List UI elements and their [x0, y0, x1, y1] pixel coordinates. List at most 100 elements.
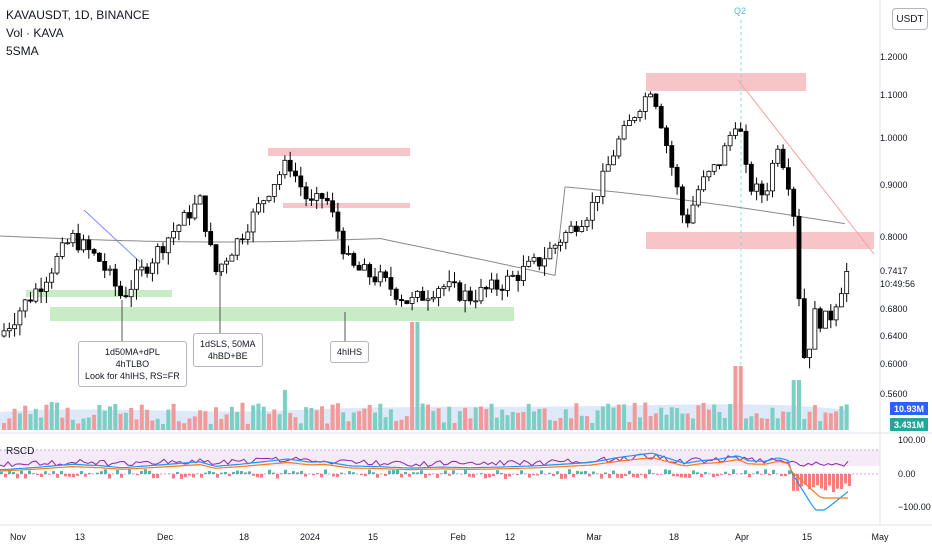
candle-body [65, 242, 70, 245]
quote-currency-button[interactable]: USDT [892, 8, 928, 30]
symbol-title[interactable]: KAVAUSDT, 1D, BINANCE [6, 8, 150, 22]
candle-body [282, 159, 288, 176]
rscd-band [0, 450, 880, 466]
rscd-histogram-bar [304, 474, 307, 477]
candle-body [404, 300, 410, 304]
rscd-histogram-bar [448, 474, 451, 476]
rscd-histogram-bar [280, 473, 283, 474]
volume-bar [844, 404, 849, 430]
time-axis-label: 12 [504, 532, 516, 542]
rscd-histogram-bar [688, 474, 691, 478]
volume-bar [516, 412, 521, 430]
rscd-histogram-bar [740, 473, 743, 474]
rscd-histogram-bar [412, 472, 415, 474]
rscd-histogram-bar [148, 470, 151, 474]
rscd-histogram-bar [716, 474, 719, 476]
candle-body [118, 285, 123, 296]
rscd-histogram-bar [116, 469, 119, 474]
rscd-histogram-bar [620, 474, 623, 479]
volume-bar [277, 414, 282, 430]
rscd-histogram-bar [812, 474, 815, 488]
rscd-histogram-bar [832, 474, 835, 493]
annotation-note[interactable]: 4hIHS [330, 341, 370, 363]
rscd-histogram-bar [520, 470, 523, 474]
annotation-note[interactable]: 1dSLS, 50MA 4hBD+BE [193, 333, 263, 367]
rscd-histogram-bar [180, 474, 183, 479]
rscd-histogram-bar [692, 470, 695, 474]
volume-bar [304, 407, 309, 430]
rscd-histogram-bar [96, 472, 99, 474]
annotation-note[interactable]: 1d50MA+dPL 4hTLBO Look for 4hIHS, RS=FR [78, 341, 187, 387]
rscd-histogram-bar [16, 474, 19, 479]
volume-bar [823, 412, 828, 430]
candle-body [770, 162, 775, 192]
candle-body [531, 257, 537, 262]
rscd-histogram-bar [68, 474, 71, 477]
volume-bar [272, 409, 277, 430]
candle-body [690, 204, 696, 224]
volume-bar [182, 423, 187, 430]
time-axis-label: Mar [586, 532, 602, 542]
rscd-histogram-bar [824, 474, 827, 491]
rscd-histogram-bar [208, 470, 211, 474]
volume-bar [108, 406, 112, 430]
rscd-histogram-bar [528, 474, 531, 478]
candle-body [844, 271, 850, 295]
volume-bar [558, 417, 563, 430]
candle-body [134, 269, 139, 290]
volume-bar [685, 413, 690, 430]
candle-body [330, 200, 336, 213]
candle-body [658, 106, 664, 129]
candle-body [324, 198, 330, 202]
candle-body [807, 348, 812, 359]
rscd-histogram-bar [440, 473, 443, 474]
time-axis-label: 18 [668, 532, 680, 542]
rscd-histogram-bar [248, 471, 251, 474]
rscd-histogram-bar [764, 469, 767, 474]
candle-body [653, 93, 659, 107]
candle-body [759, 183, 765, 196]
rscd-histogram-bar [220, 472, 223, 474]
candle-body [171, 231, 177, 239]
volume-bar [834, 411, 839, 430]
candle-body [86, 239, 92, 250]
candle-body [605, 164, 611, 172]
volume-bar [839, 406, 844, 430]
volume-bar [759, 418, 764, 430]
rscd-histogram-bar [792, 474, 795, 491]
annotation-line: 1d50MA+dPL [105, 347, 160, 357]
rscd-histogram-bar [252, 474, 255, 476]
rscd-histogram-bar [284, 469, 287, 474]
time-axis-label: 13 [74, 532, 86, 542]
candle-body [584, 219, 590, 227]
rscd-histogram-bar [20, 470, 23, 474]
volume-indicator-title[interactable]: Vol · KAVA [6, 26, 64, 40]
candle-body [6, 328, 12, 332]
quarter-marker-label: Q2 [734, 6, 747, 16]
candle-body [187, 212, 192, 219]
candle-body [59, 242, 65, 257]
time-axis-label: Dec [156, 532, 174, 542]
rscd-histogram-bar [560, 474, 563, 479]
rscd-histogram-bar [56, 474, 59, 478]
rscd-histogram-bar [828, 474, 831, 486]
volume-bar [733, 366, 738, 430]
rscd-histogram-bar [76, 474, 79, 476]
rscd-histogram-bar [508, 474, 511, 477]
rscd-indicator-title[interactable]: RSCD [6, 446, 35, 457]
volume-bar [441, 422, 446, 430]
rscd-histogram-bar [60, 471, 63, 474]
volume-bar [574, 403, 579, 430]
candle-body [648, 93, 653, 98]
volume-bar [680, 413, 685, 430]
candle-body [38, 288, 44, 292]
candle-body [22, 299, 28, 312]
volume-bar [309, 408, 314, 430]
macd-line [0, 452, 849, 511]
trendline [737, 79, 875, 255]
sma-indicator-title[interactable]: 5SMA [6, 44, 39, 58]
volume-bar [510, 411, 515, 430]
volume-bar [166, 409, 171, 430]
candle-body [234, 238, 240, 256]
